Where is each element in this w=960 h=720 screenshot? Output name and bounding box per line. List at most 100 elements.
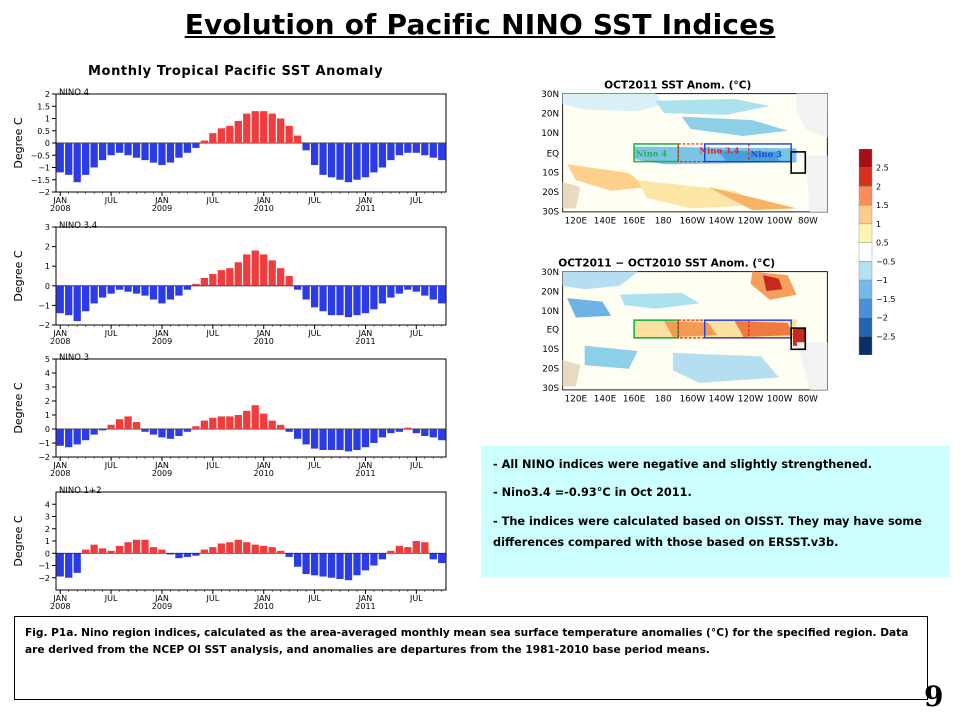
bar — [260, 413, 268, 429]
bar — [115, 143, 124, 153]
map-shading — [562, 271, 828, 390]
x-tick-label: JAN — [154, 196, 169, 205]
lon-label: 160W — [680, 394, 706, 404]
lon-label: 140E — [594, 216, 616, 226]
bar — [192, 426, 200, 429]
bar — [361, 143, 370, 178]
bar — [226, 125, 234, 143]
bar — [378, 429, 387, 438]
colorbar-label: −2.5 — [876, 332, 895, 341]
sst-change-map: OCT2011 − OCT2010 SST Anom. (°C) 30N 20N… — [541, 257, 828, 404]
x-tick-label: JAN — [358, 594, 373, 603]
bar — [243, 542, 251, 554]
x-tick-label: JUL — [307, 329, 321, 338]
bar — [404, 547, 412, 554]
colorbar-swatch — [858, 204, 873, 225]
lon-label: 160W — [680, 216, 706, 226]
bar — [268, 420, 276, 429]
x-tick-label: JUL — [409, 329, 423, 338]
bar — [319, 285, 327, 312]
bar — [56, 285, 64, 314]
lon-label: 100W — [767, 216, 793, 226]
bar — [404, 143, 412, 153]
y-tick-label: −2 — [38, 574, 50, 583]
y-tick-label: 0 — [45, 549, 50, 558]
bar — [175, 553, 183, 559]
lon-labels: 120E 140E 160E 180 160W 140W 120W 100W 8… — [565, 394, 818, 404]
x-tick-label: JUL — [206, 196, 220, 205]
bar — [353, 285, 361, 316]
lat-labels: 30N 20N 10N EQ 10S 20S 30S — [541, 268, 559, 394]
x-tick-year-label: 2011 — [355, 602, 375, 609]
bar — [285, 276, 293, 286]
plot-frame — [55, 226, 447, 326]
summary-notes-box: - All NINO indices were negative and sli… — [481, 446, 950, 577]
bar — [421, 285, 429, 296]
y-axis-label: Degree C — [12, 250, 25, 302]
bar — [361, 429, 370, 448]
nino4-box-label: Nino 4 — [636, 148, 667, 158]
map-title: OCT2011 − OCT2010 SST Anom. (°C) — [558, 257, 775, 269]
bar — [327, 429, 336, 450]
bar — [73, 285, 81, 322]
colorbar-label: −0.5 — [876, 257, 895, 266]
x-tick-label: JUL — [206, 594, 220, 603]
bar — [344, 553, 353, 581]
bar — [353, 553, 361, 576]
y-tick-label: 5 — [45, 355, 50, 364]
note-line: - All NINO indices were negative and sli… — [493, 458, 873, 471]
bar — [82, 143, 90, 175]
bar — [124, 542, 132, 554]
bar — [175, 429, 183, 436]
bar — [200, 140, 209, 143]
note-line: - The indices were calculated based on O… — [493, 515, 922, 549]
lat-label: 10S — [542, 345, 559, 355]
bar — [98, 548, 107, 554]
plot-frame — [55, 358, 447, 458]
bar — [387, 285, 395, 298]
x-tick-label: JAN — [256, 594, 271, 603]
bar — [132, 422, 141, 429]
bar — [158, 429, 166, 438]
bar — [234, 415, 242, 429]
bar — [344, 285, 353, 318]
lon-label: 140W — [709, 216, 735, 226]
lon-label: 140E — [594, 394, 616, 404]
bar — [243, 410, 251, 429]
lat-label: 20S — [542, 188, 559, 198]
bar — [412, 429, 420, 434]
bar — [421, 429, 429, 436]
bar — [293, 553, 302, 567]
bar — [268, 260, 276, 286]
x-tick-label: JAN — [52, 594, 67, 603]
x-tick-label: JAN — [358, 329, 373, 338]
lat-label: 10N — [541, 129, 559, 139]
bar — [149, 143, 158, 163]
bar — [200, 420, 209, 429]
plot-frame — [55, 491, 447, 591]
lon-label: 100W — [767, 394, 793, 404]
y-tick-label: −1 — [38, 439, 50, 448]
bar — [90, 544, 98, 554]
colorbar-label: 2.5 — [876, 164, 889, 173]
bar — [217, 416, 225, 429]
bar — [234, 120, 242, 143]
bar — [327, 553, 336, 578]
y-tick-label: 4 — [45, 500, 50, 509]
colorbar-swatch — [858, 242, 873, 262]
colorbar-label: 0.5 — [876, 239, 889, 248]
bar — [310, 143, 319, 166]
bar — [438, 143, 446, 161]
bar — [166, 553, 175, 555]
panel-title: NINO 4 — [59, 88, 89, 98]
bar — [141, 285, 149, 296]
bar — [310, 553, 319, 576]
x-tick-year-label: 2009 — [152, 204, 172, 211]
nino34-panel: −2 −1 0 1 2 3 JAN 2008 JUL JAN 2009 JUL JAN 2010 JUL JA… — [8, 219, 448, 344]
bar — [82, 549, 90, 554]
panel-title: NINO 1+2 — [59, 486, 102, 496]
x-tick-label: JAN — [358, 196, 373, 205]
bar — [302, 285, 310, 300]
x-tick-label: JUL — [307, 594, 321, 603]
